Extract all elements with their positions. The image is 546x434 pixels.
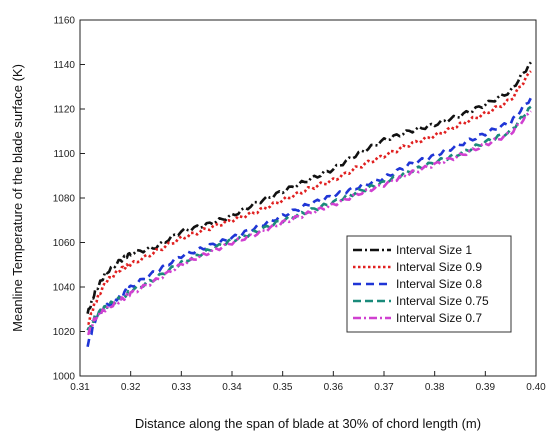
x-tick-label: 0.31	[70, 382, 90, 393]
x-tick-label: 0.39	[476, 382, 496, 393]
x-tick-label: 0.40	[526, 382, 546, 393]
y-tick-label: 1140	[53, 60, 75, 71]
series-line-3	[86, 97, 533, 348]
y-tick-label: 1040	[53, 283, 76, 294]
y-tick-label: 1000	[53, 372, 76, 383]
legend-label: Interval Size 0.8	[396, 277, 482, 291]
y-axis-label: Meanline Temperature of the blade surfac…	[10, 64, 25, 332]
legend-box	[346, 235, 512, 333]
y-tick-label: 1120	[53, 105, 75, 116]
series-layer	[86, 61, 533, 348]
legend: Interval Size 1 Interval Size 0.9 Interval…	[346, 235, 512, 333]
x-tick-label: 0.37	[374, 382, 394, 393]
series-line-2	[87, 70, 532, 325]
x-tick-label: 0.36	[324, 382, 344, 393]
y-tick-label: 1020	[53, 327, 76, 338]
series-line-5	[87, 110, 532, 336]
x-tick-label: 0.33	[172, 382, 192, 393]
legend-label: Interval Size 0.7	[396, 311, 482, 325]
x-tick-label: 0.38	[425, 382, 445, 393]
y-tick-label: 1080	[53, 194, 76, 205]
x-axis-label: Distance along the span of blade at 30% …	[135, 416, 481, 431]
x-axis: 0.31 0.32 0.33 0.34 0.35 0.36 0.37 0.38 0.39 0.40	[70, 371, 546, 393]
y-axis: 1000 1020 1040 1060 1080 1100 1120 1140 1160	[53, 16, 85, 383]
y-tick-label: 1060	[53, 238, 76, 249]
x-tick-label: 0.32	[121, 382, 141, 393]
y-tick-label: 1160	[53, 16, 75, 27]
x-tick-label: 0.34	[222, 382, 242, 393]
legend-label: Interval Size 0.75	[396, 294, 489, 308]
legend-label: Interval Size 1	[396, 243, 472, 257]
y-tick-label: 1100	[53, 149, 75, 160]
series-line-1	[86, 61, 532, 314]
x-tick-label: 0.35	[273, 382, 293, 393]
legend-label: Interval Size 0.9	[396, 260, 482, 274]
